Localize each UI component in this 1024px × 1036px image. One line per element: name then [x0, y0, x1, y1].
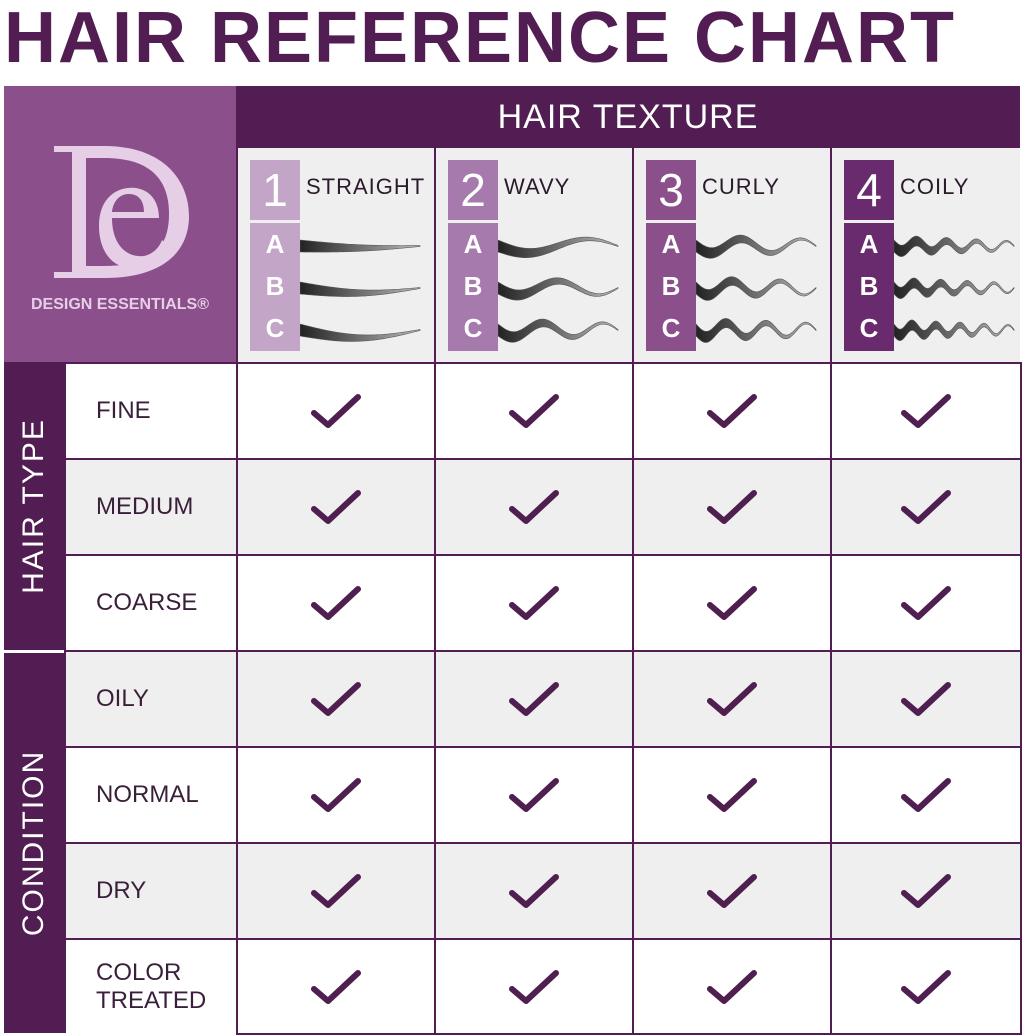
row-label: DRY [64, 842, 236, 938]
subtype-label: B [859, 271, 879, 301]
subtype-label: A [463, 229, 483, 259]
page-title: HAIR REFERENCE CHART [4, 0, 957, 78]
texture-name: CURLY [702, 174, 780, 199]
texture-number: 1 [250, 160, 300, 220]
row-label-text: FINE [96, 397, 151, 424]
checkmark-icon [434, 362, 632, 458]
checkmark-icon [236, 458, 434, 554]
checkmark-icon [434, 554, 632, 650]
checkmark-icon [632, 458, 830, 554]
subtype-label: B [661, 271, 681, 301]
checkmark-icon [632, 746, 830, 842]
row-label-text: NORMAL [96, 781, 199, 808]
row-label-text: DRY [96, 877, 147, 904]
row-label: NORMAL [64, 746, 236, 842]
checkmark-icon [632, 554, 830, 650]
row-label-text: COARSE [96, 589, 198, 616]
row-label-text: OILY [96, 685, 149, 712]
hair-strand-illustration [299, 226, 430, 359]
texture-number: 2 [448, 160, 498, 220]
checkmark-icon [434, 746, 632, 842]
design-essentials-logo: DESIGN ESSENTIALS® [4, 86, 236, 362]
checkmark-icon [632, 362, 830, 458]
checkmark-icon [830, 746, 1022, 842]
group-condition: CONDITION [4, 650, 64, 1033]
checkmark-icon [434, 938, 632, 1035]
subtype-label: C [265, 313, 285, 343]
subtype-label: A [661, 229, 681, 259]
row-label: COARSE [64, 554, 236, 650]
hair-strand-illustration [695, 226, 826, 359]
texture-number: 3 [646, 160, 696, 220]
group-hair-type: HAIR TYPE [4, 362, 64, 650]
subtype-label: C [661, 313, 681, 343]
subtype-label: C [463, 313, 483, 343]
subtype-label: B [463, 271, 483, 301]
checkmark-icon [830, 650, 1022, 746]
subtype-label: A [859, 229, 879, 259]
checkmark-icon [236, 362, 434, 458]
row-label-text: MEDIUM [96, 493, 194, 520]
hair-strand-illustration [497, 226, 628, 359]
texture-number: 4 [844, 160, 894, 220]
checkmark-icon [632, 842, 830, 938]
subtype-label: B [265, 271, 285, 301]
row-label-text: COLOR TREATED [96, 958, 207, 1014]
checkmark-icon [236, 650, 434, 746]
checkmark-icon [830, 554, 1022, 650]
group-label: HAIR TYPE [17, 418, 50, 594]
group-label: CONDITION [17, 749, 50, 937]
de-monogram-icon [54, 146, 189, 278]
checkmark-icon [434, 458, 632, 554]
row-label: OILY [64, 650, 236, 746]
subtype-label: C [859, 313, 879, 343]
checkmark-icon [632, 938, 830, 1035]
checkmark-icon [830, 362, 1022, 458]
hair-strand-illustration [893, 226, 1024, 359]
checkmark-icon [434, 842, 632, 938]
hair-texture-header: HAIR TEXTURE [236, 86, 1020, 148]
texture-name: COILY [900, 174, 970, 199]
subtype-label: A [265, 229, 285, 259]
checkmark-icon [632, 650, 830, 746]
row-label: FINE [64, 362, 236, 458]
checkmark-icon [434, 650, 632, 746]
row-label: MEDIUM [64, 458, 236, 554]
checkmark-icon [830, 842, 1022, 938]
texture-name: STRAIGHT [306, 174, 426, 199]
checkmark-icon [830, 938, 1022, 1035]
checkmark-icon [830, 458, 1022, 554]
checkmark-icon [236, 554, 434, 650]
checkmark-icon [236, 746, 434, 842]
checkmark-icon [236, 938, 434, 1035]
brand-name: DESIGN ESSENTIALS® [30, 296, 210, 313]
checkmark-icon [236, 842, 434, 938]
texture-name: WAVY [504, 174, 571, 199]
row-label: COLOR TREATED [64, 938, 236, 1033]
